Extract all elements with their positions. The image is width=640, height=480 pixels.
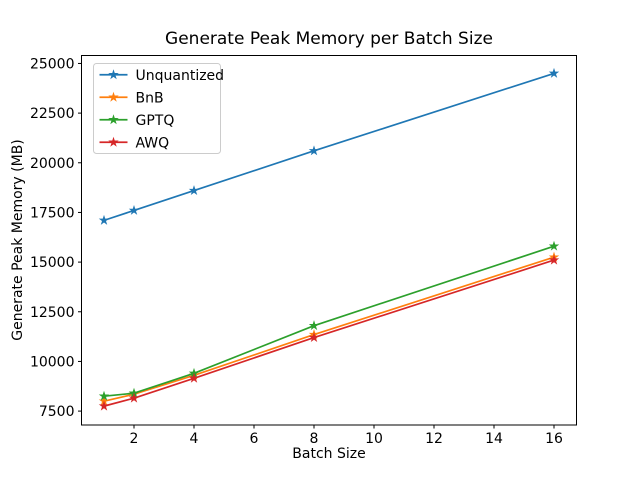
y-tick-label: 10000 xyxy=(30,354,75,370)
data-point-awq xyxy=(548,254,560,265)
x-tick-label: 16 xyxy=(545,431,563,447)
legend-label-unquantized: Unquantized xyxy=(136,68,225,84)
y-tick-label: 7500 xyxy=(39,404,75,420)
legend-marker-bnb xyxy=(108,91,119,102)
data-point-awq xyxy=(98,400,110,411)
legend-marker-unquantized xyxy=(108,69,119,80)
series-line-gptq xyxy=(103,245,555,398)
data-point-awq xyxy=(188,372,200,383)
legend-box xyxy=(93,63,221,154)
legend-label-gptq: GPTQ xyxy=(136,113,175,129)
plot-spines xyxy=(81,55,577,426)
data-point-gptq xyxy=(548,240,560,251)
data-point-unquantized xyxy=(128,204,140,215)
x-tick-label: 12 xyxy=(425,431,443,447)
x-tick-label: 6 xyxy=(250,431,259,447)
data-point-unquantized xyxy=(548,67,560,78)
y-tick-label: 25000 xyxy=(30,56,75,72)
data-point-unquantized xyxy=(308,145,320,156)
data-point-awq xyxy=(308,332,320,343)
legend-marker-gptq xyxy=(108,114,119,125)
x-tick-label: 4 xyxy=(190,431,199,447)
data-point-unquantized xyxy=(188,185,200,196)
x-tick-label: 2 xyxy=(130,431,139,447)
data-point-gptq xyxy=(308,320,320,331)
y-tick-label: 17500 xyxy=(30,205,75,221)
x-tick-label: 14 xyxy=(485,431,503,447)
data-point-gptq xyxy=(98,390,110,401)
data-point-unquantized xyxy=(98,214,110,225)
y-axis-label: Generate Peak Memory (MB) xyxy=(10,139,26,341)
series-line-bnb xyxy=(103,256,555,402)
legend-marker-awq xyxy=(108,136,119,147)
series-line-awq xyxy=(103,259,555,407)
y-tick-label: 22500 xyxy=(30,106,75,122)
chart-title: Generate Peak Memory per Batch Size xyxy=(165,29,493,49)
x-tick-label: 10 xyxy=(365,431,383,447)
legend-label-bnb: BnB xyxy=(136,90,164,106)
x-axis-label: Batch Size xyxy=(292,446,366,462)
y-tick-label: 20000 xyxy=(30,156,75,172)
y-tick-label: 12500 xyxy=(30,305,75,321)
legend-label-awq: AWQ xyxy=(136,135,170,151)
data-point-awq xyxy=(128,392,140,403)
y-tick-label: 15000 xyxy=(30,255,75,271)
x-tick-label: 8 xyxy=(310,431,319,447)
